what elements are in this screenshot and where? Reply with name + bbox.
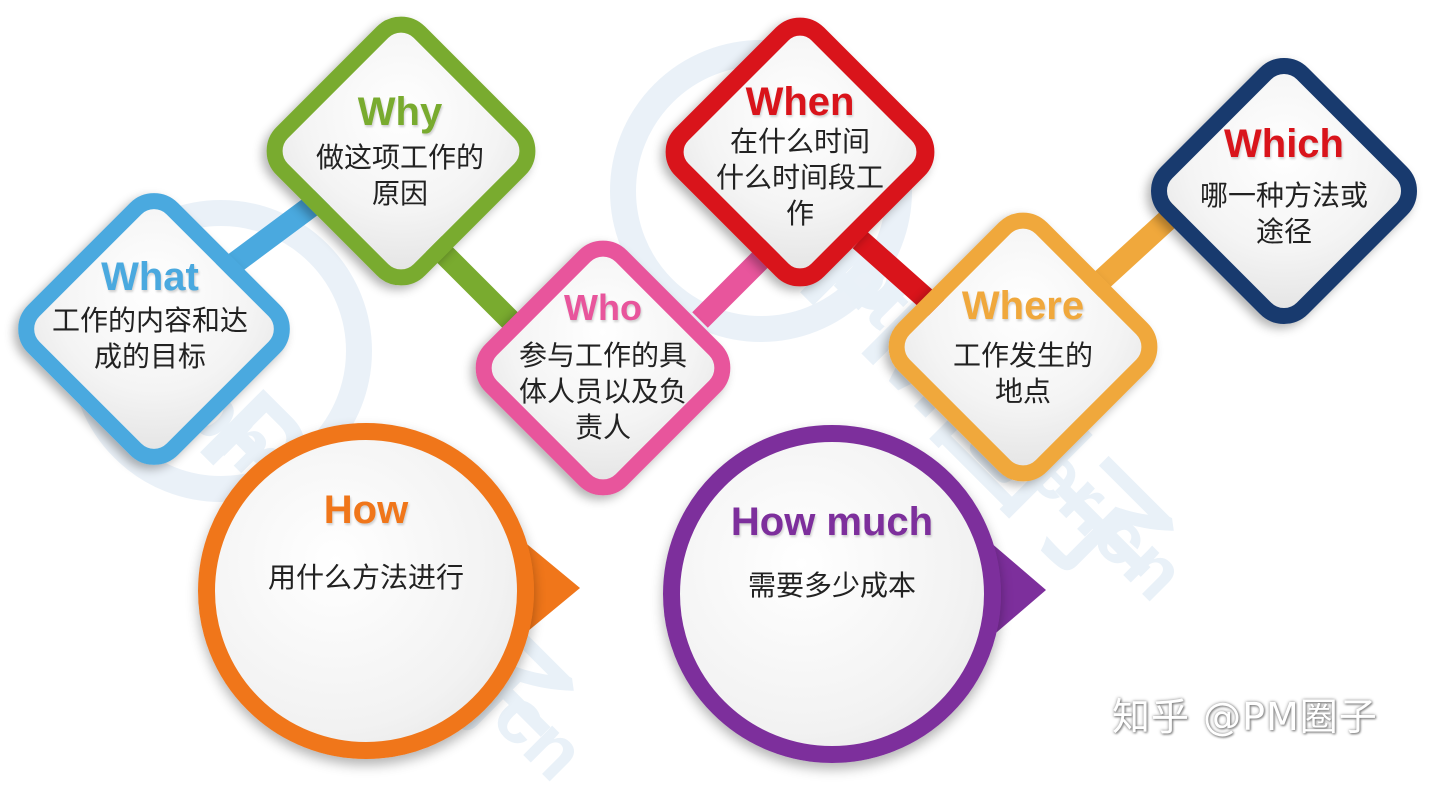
why-desc-line-2: 原因 <box>371 177 428 210</box>
when-desc-line-3: 作 <box>785 197 814 230</box>
why-node: Why 做这项工作的 原因 <box>280 90 520 212</box>
where-node: Where 工作发生的 地点 <box>903 284 1143 410</box>
which-desc-line-2: 途径 <box>1255 215 1312 248</box>
who-desc-line-3: 责人 <box>574 411 631 444</box>
how-title: How <box>323 488 409 532</box>
why-desc-line-1: 做这项工作的 <box>315 141 484 174</box>
where-desc-line-1: 工作发生的 <box>952 339 1093 372</box>
what-desc-line-2: 成的目标 <box>93 340 206 373</box>
how-desc: 用什么方法进行 <box>267 561 464 594</box>
how-much-desc: 需要多少成本 <box>747 569 916 602</box>
why-title: Why <box>357 90 443 134</box>
who-title: Who <box>564 287 642 328</box>
when-node: When 在什么时间 什么时间段工 作 <box>680 80 920 232</box>
who-desc-line-2: 体人员以及负 <box>518 375 687 408</box>
when-title: When <box>745 80 855 124</box>
which-desc-line-1: 哪一种方法或 <box>1199 179 1368 212</box>
zhihu-watermark: 知乎 @PM圈子 <box>1112 695 1378 739</box>
what-node: What 工作的内容和达 成的目标 <box>20 255 280 375</box>
when-desc-line-1: 在什么时间 <box>729 125 870 158</box>
how-much-title: How much <box>730 500 934 544</box>
where-title: Where <box>961 284 1085 328</box>
what-title: What <box>101 255 199 299</box>
who-node: Who 参与工作的具 体人员以及负 责人 <box>483 286 723 446</box>
which-title: Which <box>1224 122 1344 166</box>
how-node: How 用什么方法进行 <box>206 488 526 596</box>
what-desc-line-1: 工作的内容和达 <box>51 304 248 337</box>
which-node: Which 哪一种方法或 途径 <box>1164 122 1404 250</box>
who-desc-line-1: 参与工作的具 <box>518 339 687 372</box>
where-desc-line-2: 地点 <box>994 375 1051 408</box>
how-much-node: How much 需要多少成本 <box>672 500 992 604</box>
when-desc-line-2: 什么时间段工 <box>715 161 884 194</box>
